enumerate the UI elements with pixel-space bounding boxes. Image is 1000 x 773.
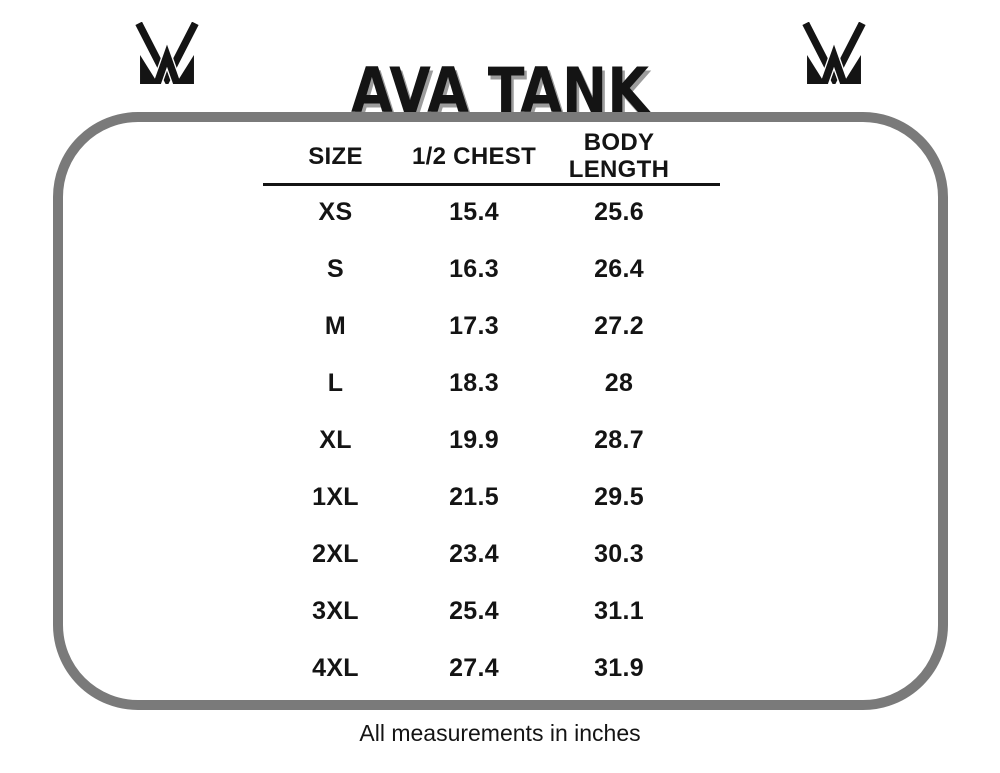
size-cell: 4XL [312, 654, 359, 682]
half-chest-cell: 21.5 [449, 483, 499, 511]
half-chest-cell: 16.3 [449, 255, 499, 283]
column-header-half-chest: 1/2 CHEST [411, 142, 537, 170]
table-row: XL 19.9 28.7 [263, 412, 698, 469]
half-chest-cell: 18.3 [449, 369, 499, 397]
table-header-row: SIZE 1/2 CHEST BODY LENGTH [263, 126, 698, 188]
half-chest-cell: 19.9 [449, 426, 499, 454]
table-row: S 16.3 26.4 [263, 241, 698, 298]
half-chest-cell: 25.4 [449, 597, 499, 625]
column-header-size: SIZE [308, 142, 363, 170]
size-cell: 1XL [312, 483, 359, 511]
size-cell: S [327, 255, 344, 283]
size-cell: 2XL [312, 540, 359, 568]
measurement-note: All measurements in inches [359, 720, 641, 746]
half-chest-cell: 17.3 [449, 312, 499, 340]
size-cell: XS [318, 198, 353, 226]
body-length-cell: 27.2 [594, 312, 644, 340]
size-cell: L [327, 369, 344, 397]
half-chest-cell: 27.4 [449, 654, 499, 682]
table-row: 3XL 25.4 31.1 [263, 583, 698, 640]
column-header-body-length: BODY LENGTH [568, 129, 670, 183]
body-length-cell: 26.4 [594, 255, 644, 283]
brand-m-logo-right-icon [802, 22, 866, 84]
body-length-cell: 28 [604, 369, 634, 397]
size-cell: XL [319, 426, 352, 454]
body-length-cell: 31.1 [594, 597, 644, 625]
body-length-cell: 25.6 [594, 198, 644, 226]
size-cell: 3XL [312, 597, 359, 625]
brand-m-logo-left-icon [135, 22, 199, 84]
body-length-cell: 28.7 [594, 426, 644, 454]
table-row: 4XL 27.4 31.9 [263, 640, 698, 697]
table-row: 2XL 23.4 30.3 [263, 526, 698, 583]
page-title: AVA TANK [350, 53, 649, 127]
table-row: XS 15.4 25.6 [263, 184, 698, 241]
body-length-cell: 31.9 [594, 654, 644, 682]
half-chest-cell: 15.4 [449, 198, 499, 226]
body-length-cell: 30.3 [594, 540, 644, 568]
size-cell: M [324, 312, 347, 340]
half-chest-cell: 23.4 [449, 540, 499, 568]
table-row: M 17.3 27.2 [263, 298, 698, 355]
table-row: L 18.3 28 [263, 355, 698, 412]
body-length-cell: 29.5 [594, 483, 644, 511]
table-row: 1XL 21.5 29.5 [263, 469, 698, 526]
table-body: XS 15.4 25.6 S 16.3 26.4 M 17.3 27.2 L 1… [263, 184, 698, 697]
size-chart-panel [53, 112, 948, 710]
header-divider [263, 183, 720, 186]
